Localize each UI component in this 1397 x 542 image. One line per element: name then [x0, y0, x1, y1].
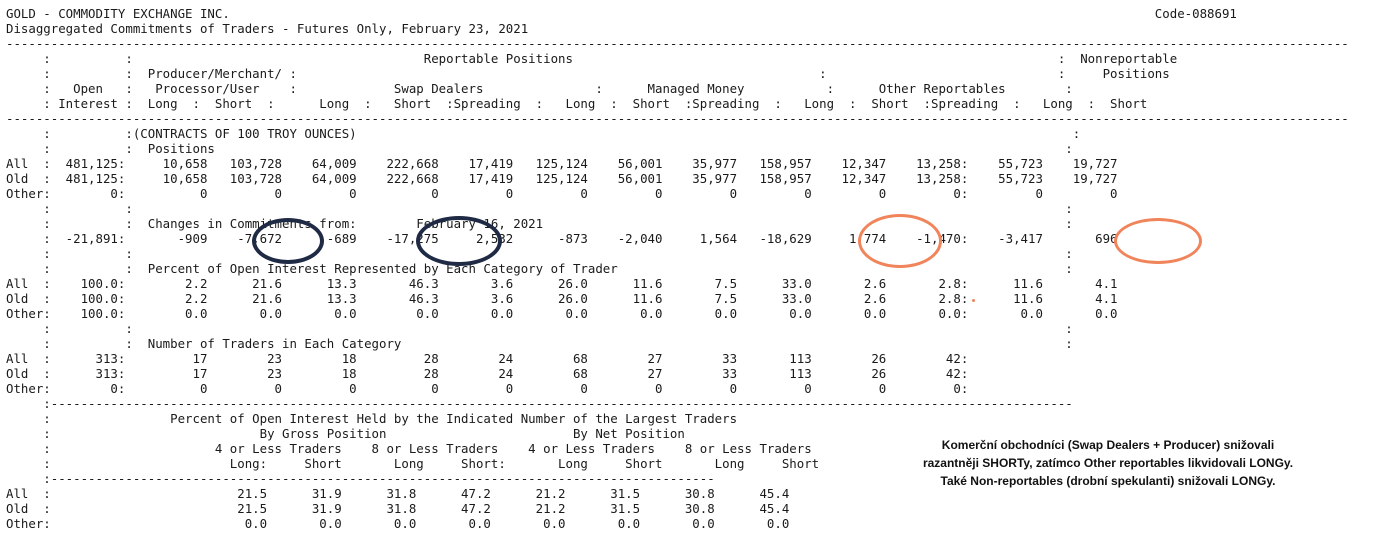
report-line: : Long: Short Long Short: Long Short Lon… — [6, 456, 820, 471]
report-line: Old : 21.5 31.9 31.8 47.2 21.2 31.5 30.8… — [6, 501, 790, 516]
report-line: : :(CONTRACTS OF 100 TROY OUNCES) : — [6, 126, 1081, 141]
circle-producer-short-change — [252, 218, 324, 264]
report-line: : : : — [6, 246, 1073, 261]
report-line: All : 100.0: 2.2 21.6 13.3 46.3 3.6 26.0… — [6, 276, 1118, 291]
circle-other-long-change — [858, 214, 942, 268]
report-line: : Percent of Open Interest Held by the I… — [6, 411, 738, 426]
report-line: : Open : Processor/User : Swap Dealers :… — [6, 81, 1073, 96]
report-line: All : 21.5 31.9 31.8 47.2 21.2 31.5 30.8… — [6, 486, 790, 501]
report-line: GOLD - COMMODITY EXCHANGE INC. Code-0886… — [6, 6, 1237, 21]
report-line: :---------------------------------------… — [6, 396, 1073, 411]
report-line: Old : 313: 17 23 18 28 24 68 27 33 113 2… — [6, 366, 969, 381]
report-line: : By Gross Position By Net Position — [6, 426, 685, 441]
report-line: Disaggregated Commitments of Traders - F… — [6, 21, 529, 36]
report-line: All : 481,125: 10,658 103,728 64,009 222… — [6, 156, 1118, 171]
report-line: : : : — [6, 321, 1073, 336]
report-line: Other: 100.0: 0.0 0.0 0.0 0.0 0.0 0.0 0.… — [6, 306, 1118, 321]
annotation-note: Komerční obchodníci (Swap Dealers + Prod… — [868, 436, 1348, 490]
report-line: : : Positions : — [6, 141, 1073, 156]
report-line: Old : 100.0: 2.2 21.6 13.3 46.3 3.6 26.0… — [6, 291, 1118, 306]
report-line: : : Percent of Open Interest Represented… — [6, 261, 1073, 276]
orange-dot-mark — [972, 299, 975, 302]
report-line: : : : — [6, 201, 1073, 216]
report-line: : : Producer/Merchant/ : : : Positions — [6, 66, 1170, 81]
circle-nonreportable-long-change — [1114, 218, 1202, 264]
report-line: Other: 0.0 0.0 0.0 0.0 0.0 0.0 0.0 0.0 — [6, 516, 790, 531]
report-line: ----------------------------------------… — [6, 111, 1349, 126]
annotation-line: razantněji SHORTy, zatímco Other reporta… — [922, 456, 1294, 470]
report-line: :---------------------------------------… — [6, 471, 715, 486]
report-line: : : Number of Traders in Each Category : — [6, 336, 1073, 351]
annotation-line: Také Non-reportables (drobní spekulanti)… — [940, 474, 1276, 488]
report-line: : 4 or Less Traders 8 or Less Traders 4 … — [6, 441, 812, 456]
circle-swap-short-change — [416, 216, 502, 266]
report-line: : Interest : Long : Short : Long : Short… — [6, 96, 1148, 111]
report-line: Other: 0: 0 0 0 0 0 0 0 0 0 0 0: — [6, 381, 969, 396]
report-line: Other: 0: 0 0 0 0 0 0 0 0 0 0 0: 0 0 — [6, 186, 1118, 201]
report-line: Old : 481,125: 10,658 103,728 64,009 222… — [6, 171, 1118, 186]
report-line: ----------------------------------------… — [6, 36, 1349, 51]
report-line: All : 313: 17 23 18 28 24 68 27 33 113 2… — [6, 351, 969, 366]
annotation-line: Komerční obchodníci (Swap Dealers + Prod… — [941, 438, 1275, 452]
cot-report-text: GOLD - COMMODITY EXCHANGE INC. Code-0886… — [6, 6, 1349, 531]
report-line: : : Reportable Positions : Nonreportable — [6, 51, 1178, 66]
